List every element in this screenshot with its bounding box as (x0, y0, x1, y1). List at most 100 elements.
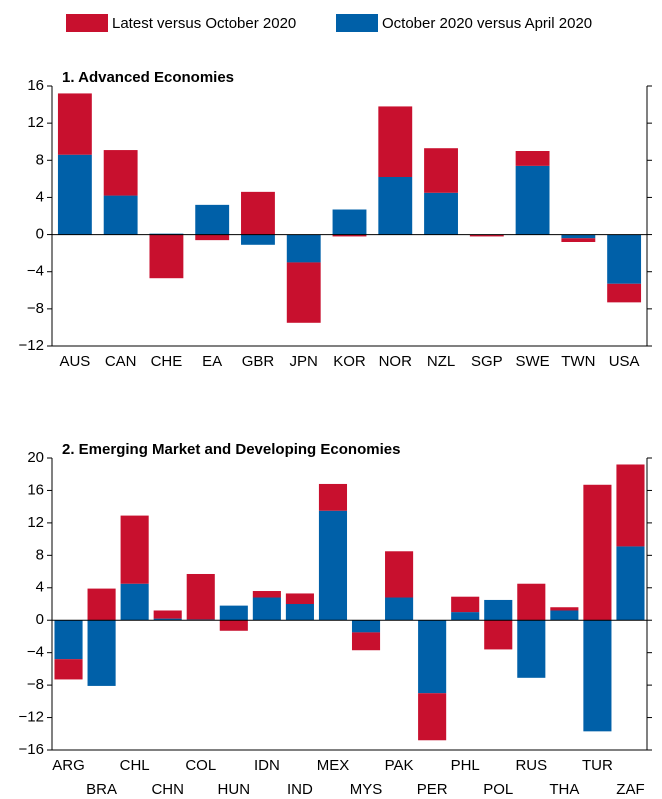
x-tick-label: CAN (105, 353, 137, 370)
x-tick-label: GBR (242, 353, 275, 370)
bar (561, 238, 596, 242)
y-tick-label: 4 (36, 579, 44, 596)
x-tick-label: COL (185, 757, 216, 774)
x-tick-label: HUN (218, 781, 251, 798)
bar (286, 262, 321, 323)
bar (252, 591, 281, 598)
bar (418, 693, 447, 741)
x-tick-label: MEX (317, 757, 350, 774)
x-tick-label: IND (287, 781, 313, 798)
bar (515, 165, 550, 235)
x-tick-label: AUS (59, 353, 90, 370)
x-tick-label: POL (483, 781, 513, 798)
x-tick-label: CHL (120, 757, 150, 774)
bar (616, 464, 645, 547)
bar (484, 620, 513, 650)
bar (351, 620, 381, 633)
y-tick-label: 16 (27, 77, 44, 94)
x-tick-label: BRA (86, 781, 117, 798)
x-tick-label: RUS (515, 757, 547, 774)
x-tick-label: ARG (52, 757, 85, 774)
y-tick-label: 0 (36, 611, 44, 628)
x-tick-label: SWE (515, 353, 549, 370)
bar (561, 234, 596, 239)
legend-label: October 2020 versus April 2020 (382, 15, 592, 32)
bar (424, 192, 458, 235)
bar (87, 588, 116, 621)
x-tick-label: ZAF (616, 781, 644, 798)
bar (332, 234, 367, 237)
bar (120, 515, 149, 584)
bar (385, 551, 414, 598)
bar (54, 659, 83, 680)
x-tick-label: MYS (350, 781, 383, 798)
y-tick-label: 12 (27, 514, 44, 531)
y-tick-label: 12 (27, 114, 44, 131)
bar (607, 283, 642, 303)
y-tick-label: 16 (27, 481, 44, 498)
bar (616, 546, 645, 621)
bar (186, 573, 215, 620)
bar (153, 610, 182, 619)
x-tick-label: USA (609, 353, 640, 370)
bar (57, 154, 92, 235)
y-tick-label: 4 (36, 188, 44, 205)
x-tick-label: CHN (151, 781, 184, 798)
bar (451, 596, 480, 613)
bar (484, 599, 513, 621)
bar (241, 191, 275, 235)
y-tick-label: −16 (19, 741, 44, 758)
bar (517, 583, 546, 621)
bar (285, 593, 314, 604)
y-tick-label: 8 (36, 546, 44, 563)
x-tick-label: NZL (427, 353, 455, 370)
legend-swatch (66, 14, 108, 32)
bar (550, 610, 579, 621)
bar (385, 597, 414, 621)
bar (103, 195, 138, 235)
x-tick-label: TUR (582, 757, 613, 774)
bar (252, 597, 281, 621)
x-tick-label: IDN (254, 757, 280, 774)
bar (120, 583, 149, 621)
bar (451, 612, 480, 621)
y-tick-label: −12 (19, 709, 44, 726)
x-tick-label: CHE (151, 353, 183, 370)
y-tick-label: −12 (19, 337, 44, 354)
chart-title: 2. Emerging Market and Developing Econom… (62, 441, 400, 458)
bar (517, 620, 546, 678)
bar (149, 234, 184, 279)
bar (378, 106, 413, 177)
y-tick-label: 0 (36, 226, 44, 243)
bar (583, 484, 612, 621)
bar (87, 620, 116, 686)
bar (424, 148, 458, 193)
x-tick-label: TWN (561, 353, 595, 370)
y-tick-label: −4 (27, 644, 44, 661)
x-tick-label: PHL (451, 757, 480, 774)
y-tick-label: −4 (27, 263, 44, 280)
bar (285, 604, 314, 621)
x-tick-label: SGP (471, 353, 503, 370)
x-tick-label: EA (202, 353, 222, 370)
x-tick-label: PER (417, 781, 448, 798)
bar (241, 234, 275, 245)
bar (54, 620, 83, 660)
bar (219, 605, 248, 621)
legend-swatch (336, 14, 378, 32)
bar (418, 620, 447, 694)
bar (318, 483, 348, 511)
bar (286, 234, 321, 263)
bar (195, 204, 230, 235)
bar (351, 632, 381, 651)
bar (318, 510, 348, 621)
bar (57, 93, 92, 155)
x-tick-label: NOR (379, 353, 413, 370)
x-tick-label: PAK (385, 757, 414, 774)
bar (583, 620, 612, 732)
bar (332, 209, 367, 235)
bar (195, 234, 230, 241)
x-tick-label: THA (549, 781, 579, 798)
chart-title: 1. Advanced Economies (62, 69, 234, 86)
